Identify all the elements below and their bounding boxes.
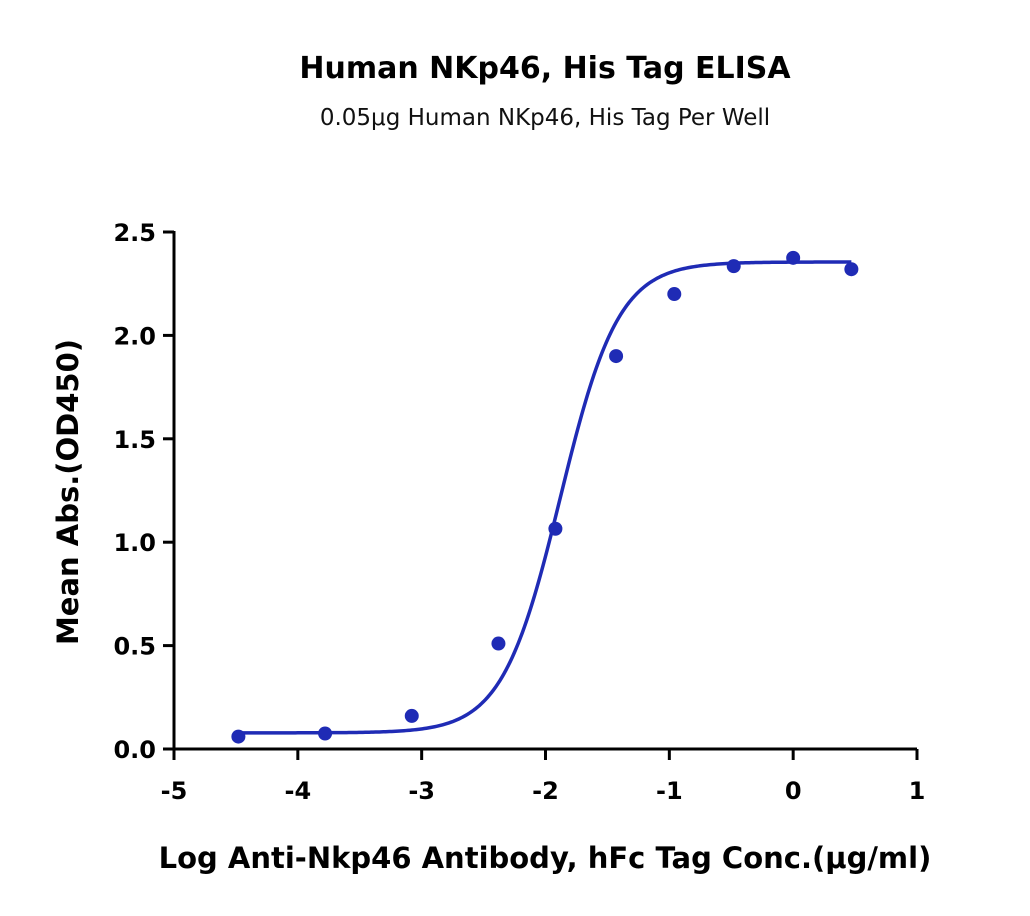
chart-title: Human NKp46, His Tag ELISA bbox=[299, 51, 791, 86]
x-tick-label: -5 bbox=[161, 777, 188, 805]
y-tick-label: 2.5 bbox=[113, 219, 156, 247]
x-tick-label: -3 bbox=[408, 777, 435, 805]
x-axis-label: Log Anti-Nkp46 Antibody, hFc Tag Conc.(μ… bbox=[159, 841, 932, 875]
data-point bbox=[844, 262, 859, 277]
data-point bbox=[491, 636, 506, 651]
data-point bbox=[318, 726, 333, 741]
x-tick-label: -2 bbox=[532, 777, 559, 805]
data-point bbox=[609, 349, 624, 364]
axes: -5 -4 -3 -2 -1 0 1 0.0 0.5 1.0 1.5 2.0 2.5 bbox=[113, 219, 925, 805]
data-point bbox=[667, 287, 682, 302]
y-axis-label: Mean Abs.(OD450) bbox=[51, 339, 85, 645]
x-tick-label: 0 bbox=[785, 777, 802, 805]
y-tick-label: 0.0 bbox=[113, 736, 156, 764]
fit-curve bbox=[238, 260, 852, 735]
y-tick-label: 2.0 bbox=[113, 322, 156, 350]
plot-area bbox=[231, 250, 859, 744]
data-point bbox=[548, 521, 563, 536]
y-tick-label: 1.0 bbox=[113, 529, 156, 557]
x-tick-label: 1 bbox=[909, 777, 926, 805]
data-point bbox=[231, 729, 246, 744]
data-point bbox=[786, 250, 801, 265]
y-tick-label: 0.5 bbox=[113, 633, 156, 661]
x-tick-label: -4 bbox=[284, 777, 311, 805]
data-point bbox=[726, 259, 741, 274]
y-tick-label: 1.5 bbox=[113, 426, 156, 454]
data-point bbox=[404, 708, 419, 723]
x-tick-label: -1 bbox=[656, 777, 683, 805]
chart-subtitle: 0.05μg Human NKp46, His Tag Per Well bbox=[320, 105, 770, 131]
